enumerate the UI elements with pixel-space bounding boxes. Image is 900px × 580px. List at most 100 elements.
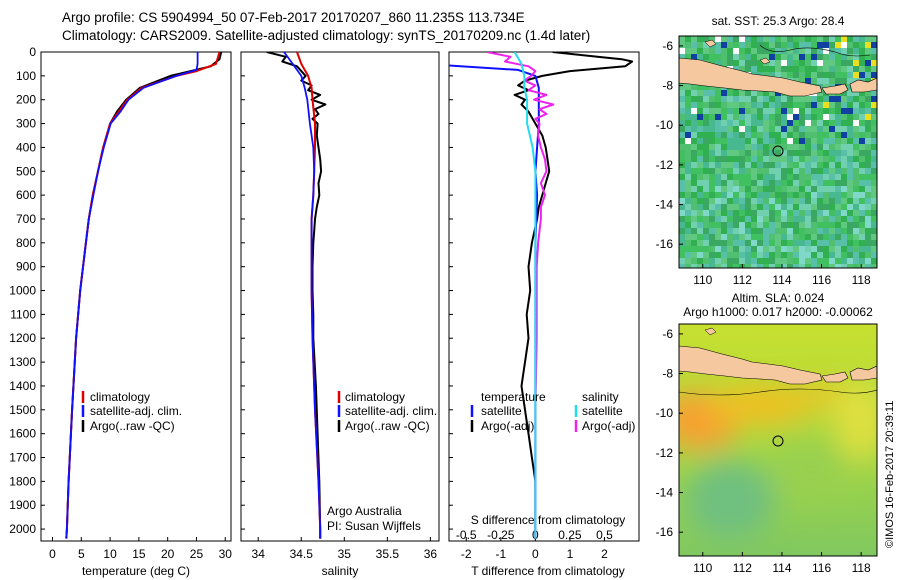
sst-pixel	[679, 228, 685, 234]
sst-pixel	[775, 204, 781, 210]
x-tick-label: 25	[190, 547, 204, 561]
sst-pixel	[727, 162, 733, 168]
sst-pixel	[739, 186, 745, 192]
sst-pixel	[679, 144, 685, 150]
legend-label-argo: Argo(..raw -QC)	[90, 419, 175, 433]
sst-pixel	[811, 108, 817, 114]
sst-pixel	[793, 222, 799, 228]
sst-pixel	[745, 60, 751, 66]
sst-pixel	[745, 246, 751, 252]
sst-pixel	[679, 186, 685, 192]
sst-pixel	[757, 90, 763, 96]
sst-pixel	[727, 240, 733, 246]
sst-pixel	[691, 252, 697, 258]
difference-series	[449, 52, 634, 539]
x-tick-label: 5	[78, 547, 85, 561]
sst-pixel	[799, 192, 805, 198]
sst-pixel	[745, 108, 751, 114]
legend-label-argo: Argo(..raw -QC)	[345, 419, 430, 433]
sst-pixel	[823, 156, 829, 162]
difference-x-axis: -2 -1 0 1 2-0.5 -0.25 0 0.25 0.5	[456, 528, 613, 561]
sst-pixel	[823, 60, 829, 66]
sst-pixel	[793, 204, 799, 210]
sst-pixel	[847, 162, 853, 168]
sst-pixel	[787, 264, 793, 268]
sst-pixel	[757, 102, 763, 108]
sst-pixel	[865, 102, 871, 108]
sst-pixel	[871, 42, 877, 48]
difference-legend: temperature satellite Argo(-adj) salinit…	[470, 390, 635, 433]
sst-pixel	[799, 228, 805, 234]
sst-pixel	[751, 108, 757, 114]
salinity-plot-frame	[240, 51, 440, 542]
sst-pixel	[871, 240, 877, 246]
sst-pixel	[823, 192, 829, 198]
sst-pixel	[721, 210, 727, 216]
sst-pixel	[727, 150, 733, 156]
sst-pixel	[805, 198, 811, 204]
x-tick-label: 34.5	[290, 547, 314, 561]
sst-pixel	[751, 132, 757, 138]
sst-pixel	[835, 186, 841, 192]
sst-pixel	[685, 36, 691, 42]
sst-pixel	[799, 96, 805, 102]
sst-pixel	[715, 42, 721, 48]
sst-pixel	[703, 120, 709, 126]
sst-pixel	[757, 234, 763, 240]
sst-pixel	[745, 168, 751, 174]
sst-pixel	[769, 168, 775, 174]
sst-pixel	[865, 192, 871, 198]
sst-pixel	[829, 144, 835, 150]
sst-pixel	[721, 252, 727, 258]
sst-pixel	[805, 96, 811, 102]
sst-pixel	[727, 144, 733, 150]
sst-pixel	[829, 72, 835, 78]
sst-pixel	[715, 90, 721, 96]
sst-pixel	[733, 96, 739, 102]
sst-pixel	[769, 186, 775, 192]
sst-pixel	[757, 48, 763, 54]
sst-pixel	[859, 180, 865, 186]
sst-pixel	[871, 174, 877, 180]
sst-pixel	[703, 216, 709, 222]
sst-pixel	[775, 168, 781, 174]
sst-pixel	[871, 102, 877, 108]
sst-pixel	[823, 114, 829, 120]
sst-pixel	[727, 222, 733, 228]
sst-pixel	[709, 114, 715, 120]
sst-pixel	[841, 222, 847, 228]
sst-pixel	[859, 90, 865, 96]
sst-pixel	[769, 240, 775, 246]
sst-pixel	[709, 210, 715, 216]
sst-pixel	[727, 132, 733, 138]
map-x-tick-label: 118	[852, 561, 871, 575]
sst-pixel	[727, 174, 733, 180]
sst-pixel	[757, 36, 763, 42]
sst-pixel	[865, 228, 871, 234]
sst-pixel	[769, 204, 775, 210]
sst-pixel	[697, 132, 703, 138]
sst-pixel	[775, 216, 781, 222]
sst-pixel	[823, 150, 829, 156]
sst-pixel	[751, 240, 757, 246]
sst-pixel	[865, 114, 871, 120]
sst-pixel	[829, 156, 835, 162]
sst-pixel	[721, 90, 727, 96]
sst-pixel	[817, 48, 823, 54]
sst-pixel	[775, 264, 781, 268]
sst-pixel	[769, 228, 775, 234]
sst-pixel	[829, 186, 835, 192]
sst-pixel	[709, 228, 715, 234]
sst-pixel	[691, 192, 697, 198]
sst-pixel	[757, 258, 763, 264]
sst-pixel	[835, 174, 841, 180]
sst-pixel	[703, 126, 709, 132]
sst-pixel	[745, 264, 751, 268]
sla-map	[679, 324, 877, 556]
sst-pixel	[835, 42, 841, 48]
sst-pixel	[727, 60, 733, 66]
sst-pixel	[733, 210, 739, 216]
sst-pixel	[763, 240, 769, 246]
x-tick-label: -1	[495, 547, 506, 561]
sst-pixel	[715, 180, 721, 186]
